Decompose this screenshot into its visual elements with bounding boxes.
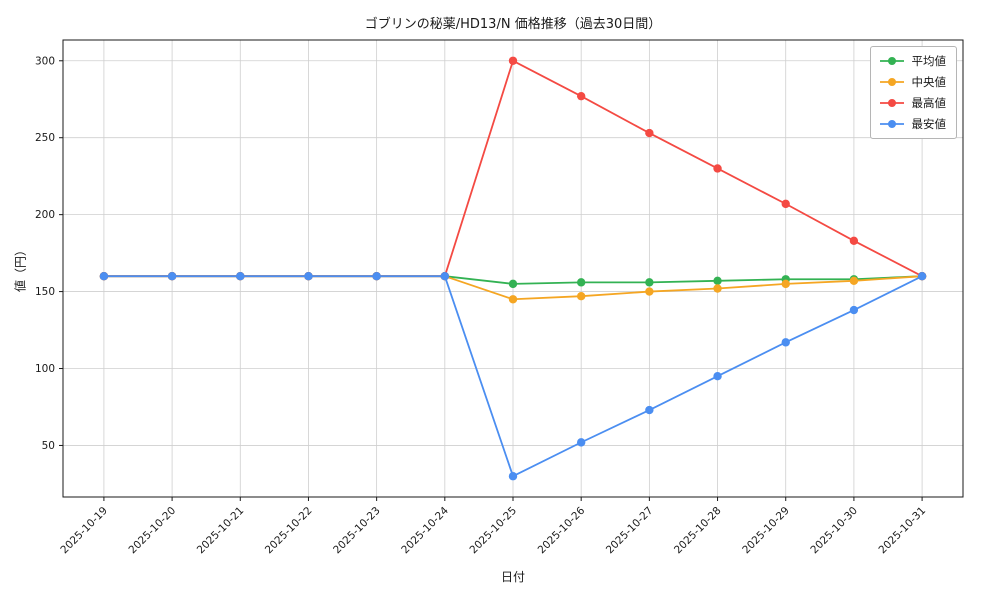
data-point-marker	[645, 128, 654, 138]
x-tick-label: 2025-10-22	[263, 505, 315, 557]
data-point-marker	[508, 295, 518, 304]
x-axis-label: 日付	[500, 570, 525, 584]
data-point-marker	[508, 56, 518, 65]
x-tick-label: 2025-10-27	[604, 505, 656, 557]
legend-label: 中央値	[911, 75, 947, 89]
data-point-marker	[167, 271, 177, 281]
data-point-marker	[917, 271, 927, 281]
x-tick-label: 2025-10-26	[536, 504, 588, 556]
legend-marker-icon	[879, 120, 904, 128]
legend-marker-icon	[879, 78, 904, 86]
legend-item: 最安値	[879, 116, 947, 132]
legend-label: 平均値	[911, 54, 947, 68]
y-tick-label: 200	[35, 209, 55, 221]
x-tick-label: 2025-10-19	[58, 505, 110, 557]
data-point-marker	[576, 278, 586, 287]
data-point-marker	[576, 91, 586, 101]
data-point-marker	[713, 276, 722, 286]
data-point-marker	[508, 472, 518, 481]
legend-marker-icon	[879, 57, 904, 65]
data-point-marker	[440, 271, 450, 281]
data-point-marker	[576, 291, 586, 301]
data-point-marker	[713, 284, 722, 293]
data-point-marker	[849, 236, 859, 246]
x-tick-label: 2025-10-28	[672, 505, 724, 557]
chart-title: ゴブリンの秘薬/HD13/N 価格推移（過去30日間）	[364, 17, 662, 32]
x-tick-label: 2025-10-30	[808, 505, 860, 557]
legend-dot	[887, 57, 896, 65]
legend-item: 最高値	[879, 95, 947, 111]
legend: 平均値中央値最高値最安値	[869, 46, 957, 139]
x-tick-label: 2025-10-29	[740, 505, 792, 557]
data-point-marker	[781, 199, 790, 209]
data-point-marker	[645, 287, 654, 296]
x-tick-label: 2025-10-25	[467, 505, 519, 557]
x-tick-label: 2025-10-31	[877, 505, 929, 557]
data-point-marker	[849, 305, 859, 315]
data-point-marker	[372, 271, 381, 281]
data-point-marker	[508, 279, 518, 289]
data-point-marker	[849, 276, 859, 286]
data-point-marker	[304, 271, 313, 281]
data-point-marker	[781, 338, 790, 347]
legend-item: 中央値	[879, 74, 947, 90]
y-tick-label: 250	[35, 132, 55, 144]
x-tick-label: 2025-10-21	[195, 505, 247, 557]
data-point-marker	[713, 372, 722, 381]
y-tick-label: 50	[42, 440, 55, 452]
x-tick-label: 2025-10-23	[331, 505, 383, 557]
legend-dot	[887, 99, 896, 107]
legend-label: 最高値	[911, 96, 947, 110]
legend-dot	[887, 120, 896, 128]
data-point-marker	[645, 278, 654, 287]
legend-item: 平均値	[879, 53, 947, 69]
x-tick-label: 2025-10-24	[399, 504, 451, 556]
legend-dot	[887, 78, 896, 86]
data-point-marker	[645, 405, 654, 415]
data-point-marker	[576, 438, 586, 447]
data-point-marker	[781, 279, 790, 289]
y-tick-label: 150	[35, 286, 55, 298]
y-tick-label: 100	[35, 363, 55, 375]
y-tick-label: 300	[35, 55, 55, 67]
data-point-marker	[713, 164, 722, 173]
data-point-marker	[236, 271, 245, 281]
legend-marker-icon	[879, 99, 904, 107]
x-tick-label: 2025-10-20	[127, 505, 179, 557]
data-point-marker	[99, 271, 109, 281]
legend-label: 最安値	[911, 117, 947, 131]
